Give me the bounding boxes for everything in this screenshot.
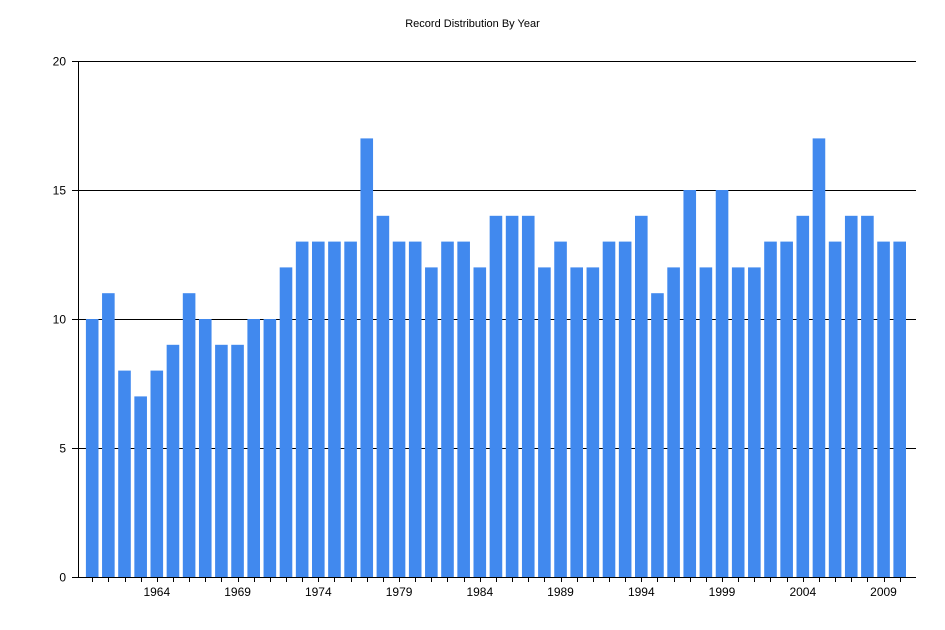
bar-2004 <box>796 215 810 578</box>
bar-1991 <box>586 267 600 577</box>
bar-1977 <box>360 138 374 577</box>
bar-2008 <box>861 215 874 578</box>
x-tick-label: 1969 <box>224 585 251 599</box>
bar-1974 <box>312 241 325 577</box>
bar-1999 <box>715 190 729 577</box>
bar-1973 <box>295 241 309 577</box>
bar-2000 <box>731 267 745 577</box>
bar-1971 <box>263 319 277 577</box>
bar-2003 <box>780 241 793 577</box>
bar-1964 <box>150 370 164 577</box>
bar-1976 <box>344 241 357 577</box>
bar-2006 <box>828 241 842 577</box>
bar-1984 <box>473 267 487 577</box>
bar-1969 <box>231 344 244 577</box>
bar-1966 <box>182 293 196 577</box>
x-tick-label: 1999 <box>709 585 736 599</box>
x-tick-label: 1989 <box>547 585 574 599</box>
x-tick-label: 2004 <box>789 585 816 599</box>
x-tick-label: 1984 <box>466 585 493 599</box>
y-tick-label: 20 <box>53 55 67 69</box>
x-tick-label: 1994 <box>628 585 655 599</box>
bar-1996 <box>667 267 680 577</box>
bar-1979 <box>392 241 406 577</box>
bar-1982 <box>441 241 454 577</box>
bar-2010 <box>893 241 906 577</box>
bar-1992 <box>602 241 616 577</box>
bar-1997 <box>683 190 697 577</box>
bar-1968 <box>215 344 228 577</box>
bar-1985 <box>489 215 503 578</box>
bar-1975 <box>328 241 341 577</box>
bar-1972 <box>279 267 293 577</box>
bar-1995 <box>651 293 664 577</box>
x-tick-label: 2009 <box>870 585 897 599</box>
bar-1962 <box>118 370 131 577</box>
bar-1965 <box>166 344 180 577</box>
y-tick-label: 0 <box>59 571 66 585</box>
x-tick-label: 1979 <box>386 585 413 599</box>
bar-1993 <box>618 241 632 577</box>
bar-2002 <box>764 241 777 577</box>
bar-1970 <box>247 319 260 577</box>
bar-2005 <box>812 138 826 577</box>
bar-1987 <box>521 215 535 578</box>
bar-1990 <box>570 267 583 577</box>
bar-1960 <box>85 319 99 577</box>
y-tick-label: 15 <box>53 184 67 198</box>
bar-1963 <box>134 396 147 577</box>
y-tick-label: 10 <box>53 313 67 327</box>
x-tick-label: 1964 <box>143 585 170 599</box>
bar-1983 <box>457 241 470 577</box>
y-tick-label: 5 <box>59 442 66 456</box>
bar-1998 <box>699 267 713 577</box>
bar-1980 <box>408 241 422 577</box>
bar-1981 <box>425 267 438 577</box>
chart-title: Record Distribution By Year <box>405 18 540 30</box>
bar-2009 <box>877 241 890 577</box>
bar-1967 <box>198 319 212 577</box>
bar-1994 <box>635 215 648 578</box>
bar-2001 <box>748 267 761 577</box>
bar-1961 <box>102 293 115 577</box>
x-tick-label: 1974 <box>305 585 332 599</box>
bar-2007 <box>844 215 858 578</box>
bar-1986 <box>505 215 519 578</box>
bar-1978 <box>376 215 390 578</box>
bar-1988 <box>538 267 551 577</box>
bar-1989 <box>554 241 567 577</box>
